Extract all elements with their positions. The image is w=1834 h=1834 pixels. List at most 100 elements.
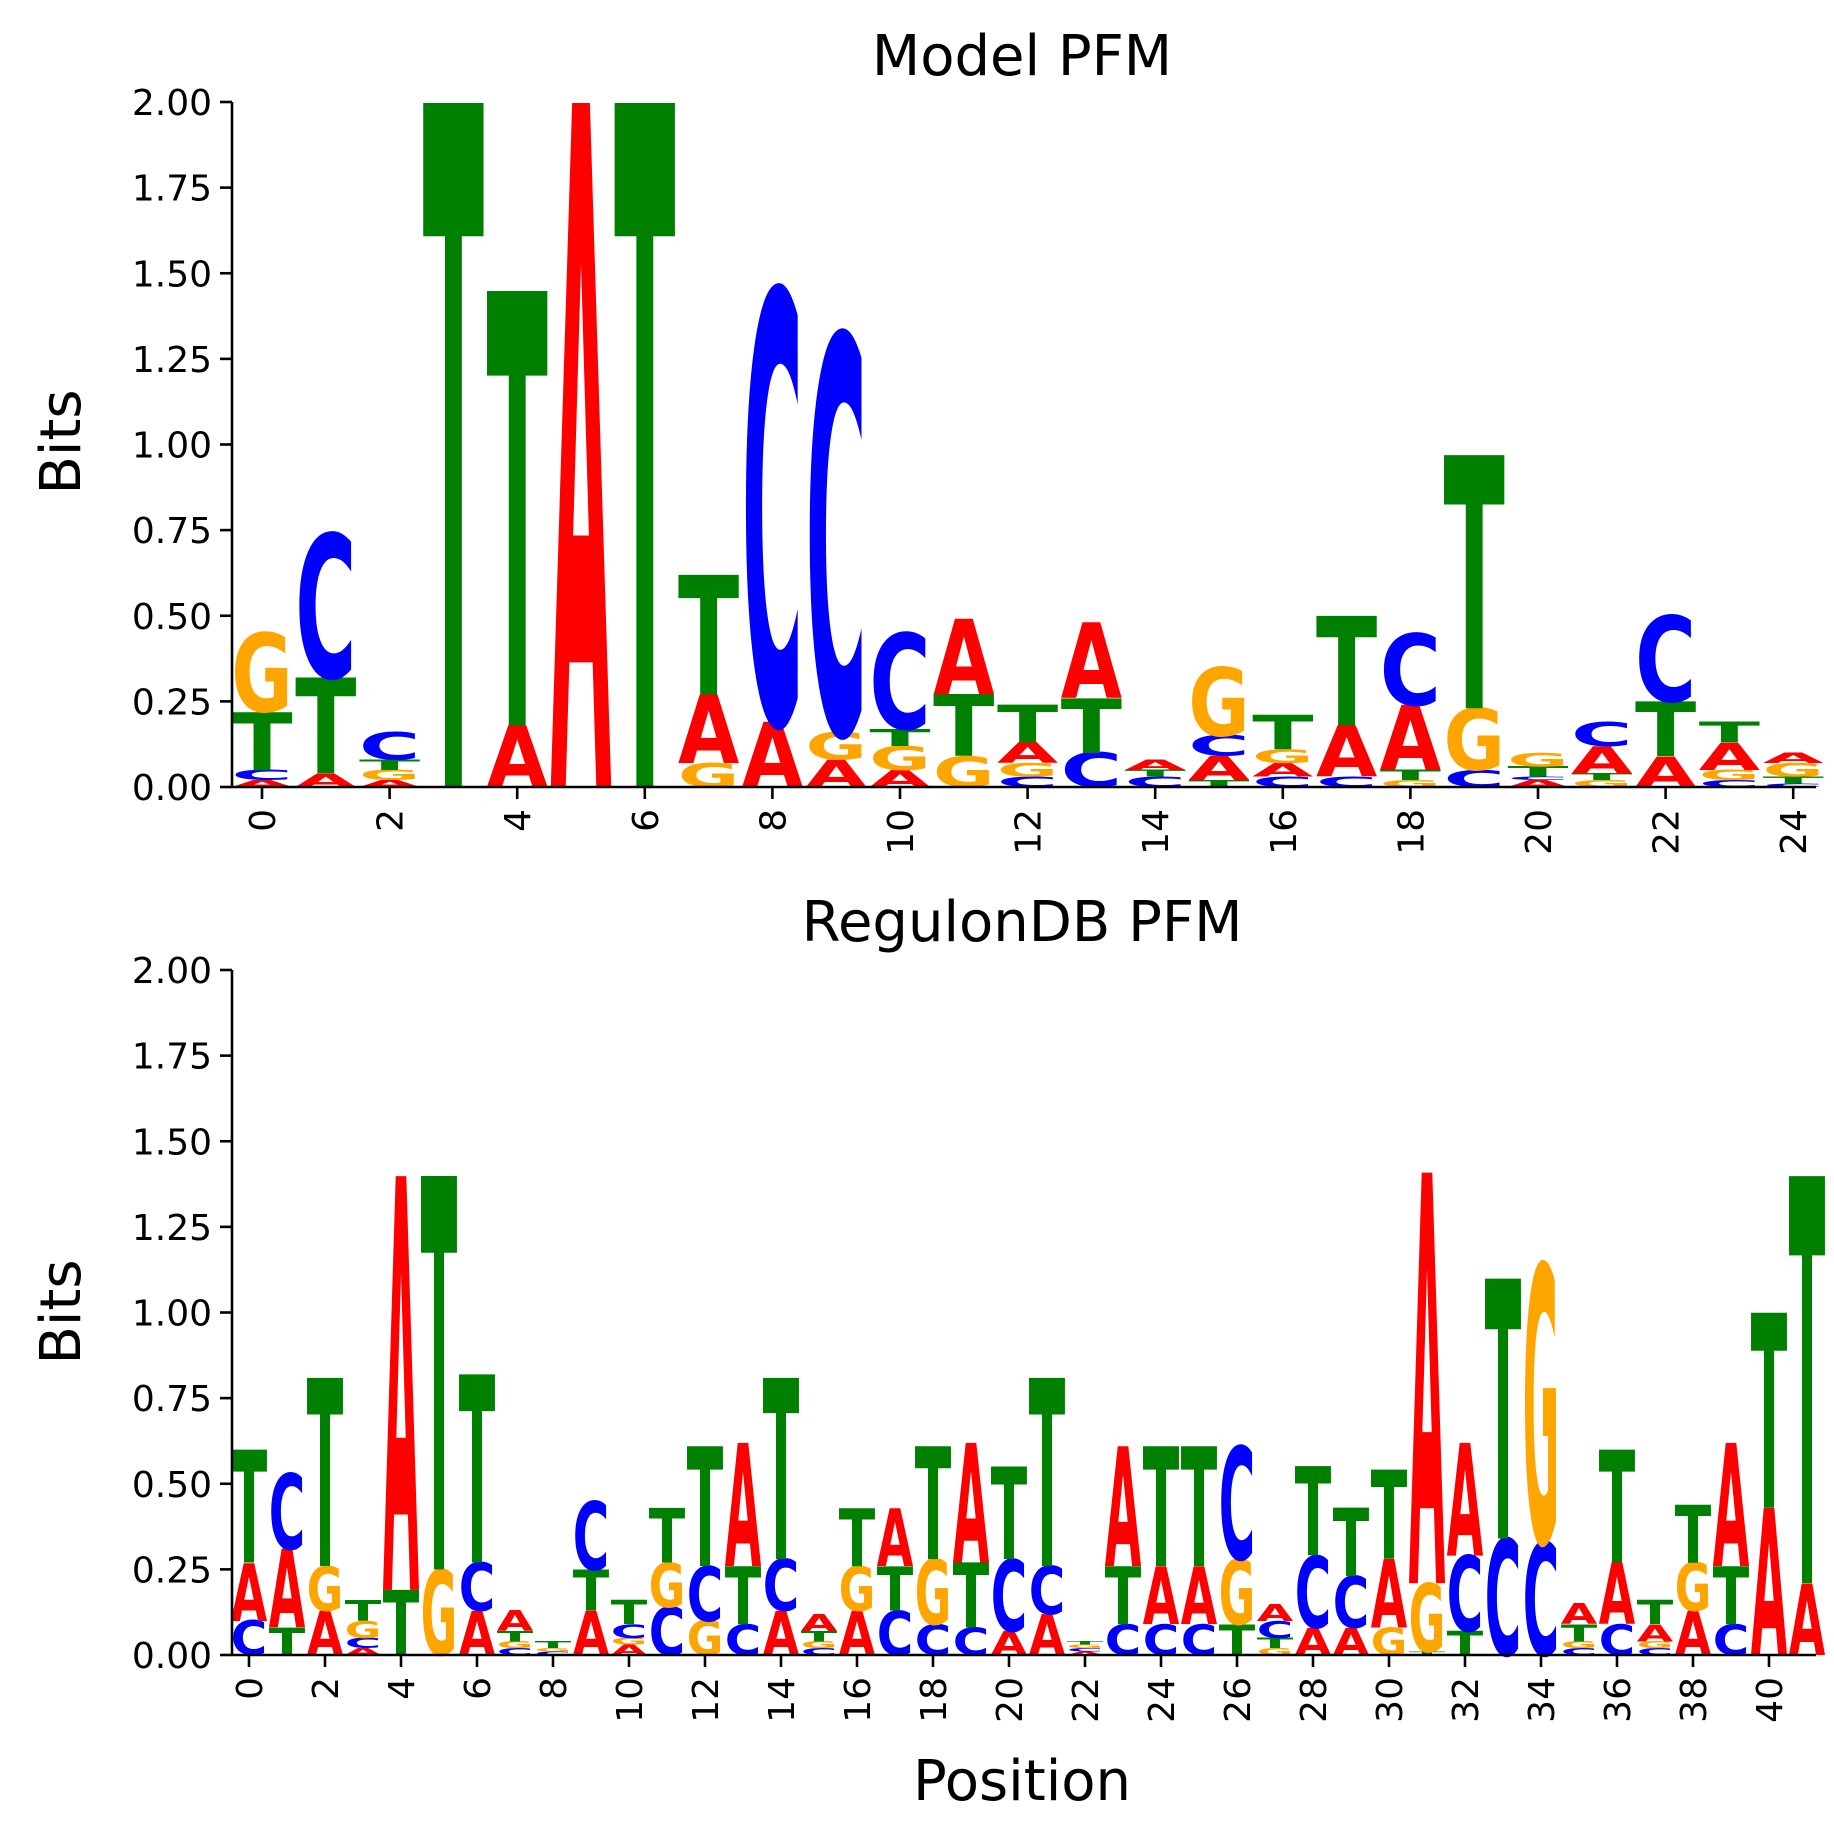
logo-letter-C: C xyxy=(1571,715,1632,753)
model-pfm-y-axis-label: Bits xyxy=(29,389,94,494)
logo-letter-T: T xyxy=(423,0,485,1009)
regulondb-pfm-y-axis-label: Bits xyxy=(29,1259,94,1364)
logo-letter-T: T xyxy=(1635,686,1696,774)
x-tick-label: 22 xyxy=(1066,1677,1107,1723)
logo-letter-T: T xyxy=(678,543,739,734)
logo-letter-A: A xyxy=(1143,1551,1180,1644)
x-tick-label: 40 xyxy=(1750,1677,1791,1723)
logo-letter-T: T xyxy=(1561,1620,1597,1647)
logo-letter-G: G xyxy=(1523,1189,1559,1631)
logo-letter-C: C xyxy=(1061,743,1122,798)
model-pfm-title: Model PFM xyxy=(872,24,1172,89)
logo-letter-T: T xyxy=(614,0,676,1009)
logo-letter-A: A xyxy=(1188,750,1249,788)
logo-letter-A: A xyxy=(806,752,867,796)
logo-letter-T: T xyxy=(1789,1065,1826,1715)
y-tick-label: 1.50 xyxy=(132,254,212,295)
logo-letter-A: A xyxy=(550,0,612,1010)
x-tick-label: 2 xyxy=(371,809,412,832)
y-tick-label: 0.25 xyxy=(132,682,212,723)
logo-letter-G: G xyxy=(839,1553,875,1625)
y-tick-label: 0.50 xyxy=(132,1465,212,1506)
logo-letter-A: A xyxy=(1029,1604,1065,1669)
x-tick-label: 8 xyxy=(753,809,794,832)
logo-letter-A: A xyxy=(573,1598,609,1670)
logo-letter-G: G xyxy=(359,767,420,784)
logo-letter-A: A xyxy=(1371,1540,1408,1650)
logo-letter-A: A xyxy=(1447,1412,1483,1592)
logo-letter-C: C xyxy=(535,1651,571,1656)
logo-letter-C: C xyxy=(869,607,930,760)
y-tick-label: 2.00 xyxy=(132,83,212,124)
logo-letter-C: C xyxy=(1333,1563,1369,1645)
logo-letter-A: A xyxy=(1125,757,1186,773)
logo-letter-G: G xyxy=(933,749,994,798)
logo-letter-T: T xyxy=(649,1495,686,1581)
logo-letter-T: T xyxy=(953,1546,989,1649)
logo-letter-G: G xyxy=(997,759,1058,781)
logo-letter-C: C xyxy=(1635,594,1696,730)
logo-letter-G: G xyxy=(1252,746,1313,768)
y-tick-label: 0.00 xyxy=(132,768,212,809)
logo-letter-G: G xyxy=(801,1639,837,1650)
logo-letter-T: T xyxy=(487,173,549,867)
logo-letter-A: A xyxy=(953,1412,989,1602)
logo-letter-A: A xyxy=(1333,1621,1370,1665)
logo-letter-G: G xyxy=(1444,691,1505,790)
logo-letter-C: C xyxy=(1029,1553,1065,1630)
logo-letter-G: G xyxy=(345,1617,381,1644)
x-tick-label: 28 xyxy=(1294,1677,1335,1723)
x-tick-label: 14 xyxy=(1136,809,1177,855)
logo-letter-T: T xyxy=(839,1493,875,1586)
logo-letter-C: C xyxy=(801,1647,837,1658)
logo-letter-T: T xyxy=(497,1629,534,1645)
regulondb-pfm-x-axis-label: Position xyxy=(913,1749,1131,1814)
logo-letter-G: G xyxy=(1507,749,1568,771)
logo-letter-G: G xyxy=(1571,778,1632,789)
logo-letter-A: A xyxy=(1571,739,1632,783)
logo-letter-T: T xyxy=(1252,706,1313,760)
model-pfm-ticks: 0.000.250.500.751.001.251.501.752.000 2 4 6… xyxy=(132,83,1815,855)
logo-letter-T: T xyxy=(933,678,994,777)
logo-letter-C: C xyxy=(1447,1537,1483,1657)
logo-letter-G: G xyxy=(535,1647,571,1652)
x-tick-label: 4 xyxy=(382,1677,423,1700)
logo-letter-T: T xyxy=(991,1442,1027,1589)
logo-letter-T: T xyxy=(1105,1551,1141,1644)
logo-letter-C: C xyxy=(687,1552,723,1639)
x-tick-label: 10 xyxy=(610,1677,651,1723)
x-tick-label: 2 xyxy=(306,1677,347,1700)
x-tick-label: 22 xyxy=(1647,809,1688,855)
logo-letter-T: T xyxy=(877,1554,913,1625)
logo-letter-T: T xyxy=(1599,1419,1635,1599)
logo-letter-A: A xyxy=(1763,750,1824,766)
logo-letter-C: C xyxy=(573,1482,609,1592)
x-tick-label: 20 xyxy=(990,1677,1031,1723)
logo-letter-G: G xyxy=(915,1542,951,1646)
logo-letter-T: T xyxy=(997,695,1058,755)
x-tick-label: 30 xyxy=(1370,1677,1411,1723)
logo-letter-A: A xyxy=(383,1063,420,1724)
logo-letter-T: T xyxy=(1763,775,1825,786)
logo-letter-A: A xyxy=(269,1528,306,1654)
logo-letter-T: T xyxy=(1333,1490,1369,1599)
logo-letter-T: T xyxy=(231,697,292,790)
x-tick-label: 8 xyxy=(534,1677,575,1700)
y-tick-label: 0.75 xyxy=(132,1379,212,1420)
x-tick-label: 12 xyxy=(686,1677,727,1723)
x-tick-label: 38 xyxy=(1674,1677,1715,1723)
logo-letter-G: G xyxy=(678,756,739,795)
logo-letter-T: T xyxy=(535,1640,571,1651)
logo-letter-C: C xyxy=(1713,1616,1749,1665)
logo-letter-T: T xyxy=(1316,587,1377,762)
logo-letter-G: G xyxy=(1561,1639,1597,1650)
x-tick-label: 16 xyxy=(1264,809,1305,855)
logo-letter-G: G xyxy=(1380,778,1441,789)
logo-letter-C: C xyxy=(611,1620,647,1642)
logo-letter-A: A xyxy=(359,779,421,790)
logo-letter-T: T xyxy=(1257,1636,1294,1652)
logo-letter-T: T xyxy=(763,1330,799,1619)
